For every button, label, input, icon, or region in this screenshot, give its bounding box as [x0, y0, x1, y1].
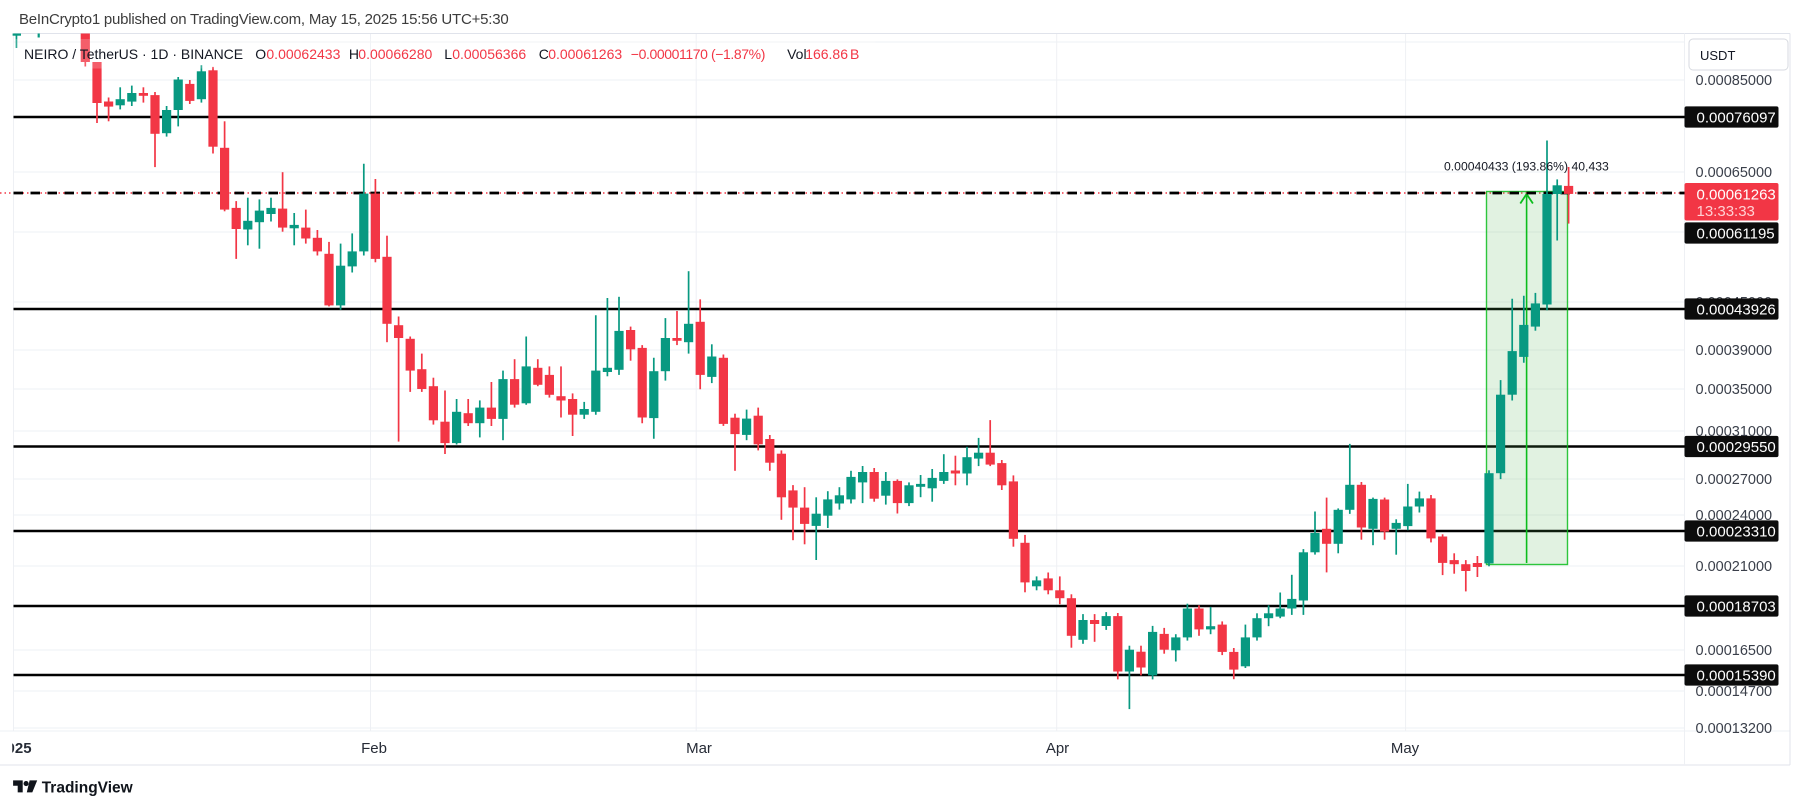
svg-text:0.00027000: 0.00027000	[1696, 472, 1773, 488]
svg-text:0.00076097: 0.00076097	[1697, 109, 1776, 126]
svg-text:May: May	[1391, 740, 1420, 757]
svg-text:0.00039000: 0.00039000	[1696, 343, 1773, 359]
svg-text:0.00013200: 0.00013200	[1696, 721, 1773, 737]
svg-text:0.00014700: 0.00014700	[1696, 684, 1773, 700]
svg-text:2025: 2025	[0, 740, 32, 757]
svg-text:0.00021000: 0.00021000	[1696, 559, 1773, 575]
svg-text:USDT: USDT	[1700, 48, 1735, 63]
svg-text:Feb: Feb	[361, 740, 387, 757]
svg-text:TradingView: TradingView	[42, 779, 134, 796]
svg-text:0.00065000: 0.00065000	[1696, 165, 1773, 181]
svg-text:0.00061195: 0.00061195	[1697, 225, 1775, 242]
svg-text:Mar: Mar	[686, 740, 712, 757]
svg-text:0.00018703: 0.00018703	[1697, 598, 1776, 615]
svg-text:BeInCrypto1 published on Tradi: BeInCrypto1 published on TradingView.com…	[19, 11, 508, 28]
svg-text:0.00061263: 0.00061263	[1697, 187, 1776, 204]
svg-text:0.00043926: 0.00043926	[1697, 301, 1776, 318]
svg-text:13:33:33: 13:33:33	[1697, 203, 1755, 220]
svg-text:0.00035000: 0.00035000	[1696, 382, 1773, 398]
svg-text:0.00016500: 0.00016500	[1696, 643, 1773, 659]
svg-text:40,433: 40,433	[1572, 160, 1609, 174]
svg-text:0.00029550: 0.00029550	[1697, 439, 1776, 456]
svg-text:0.00085000: 0.00085000	[1696, 73, 1773, 89]
svg-text:0.00015390: 0.00015390	[1697, 667, 1776, 684]
svg-text:0.00024000: 0.00024000	[1696, 508, 1773, 524]
svg-text:0.00040433 (193.86%): 0.00040433 (193.86%)	[1444, 160, 1568, 174]
svg-text:0.00023310: 0.00023310	[1697, 523, 1776, 540]
svg-text:Apr: Apr	[1046, 740, 1069, 757]
